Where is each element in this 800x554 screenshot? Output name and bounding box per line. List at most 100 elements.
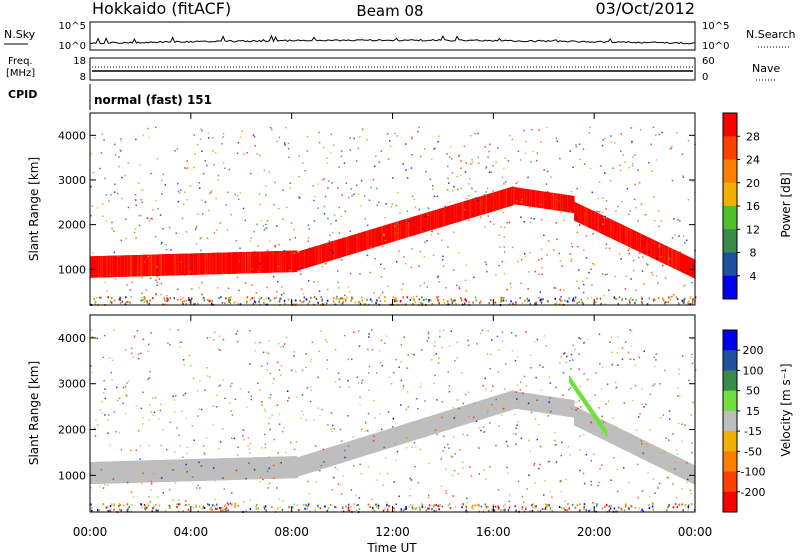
scatter-speckle xyxy=(597,219,599,221)
scatter-speckle xyxy=(147,378,149,380)
scatter-speckle xyxy=(312,185,314,187)
scatter-speckle xyxy=(141,277,143,279)
scatter-speckle xyxy=(252,268,254,270)
scatter-speckle xyxy=(315,297,318,300)
scatter-speckle xyxy=(111,221,113,224)
scatter-speckle xyxy=(177,200,180,203)
scatter-speckle xyxy=(565,361,567,364)
scatter-speckle xyxy=(501,414,503,416)
scatter-speckle xyxy=(90,329,93,331)
scatter-speckle xyxy=(492,385,494,387)
scatter-speckle xyxy=(208,376,211,378)
scatter-speckle xyxy=(167,298,169,301)
scatter-speckle xyxy=(497,371,500,373)
scatter-speckle xyxy=(617,302,620,305)
scatter-speckle xyxy=(534,418,537,420)
scatter-speckle xyxy=(180,261,182,264)
scatter-speckle xyxy=(381,246,384,248)
scatter-speckle xyxy=(384,296,386,299)
scatter-speckle xyxy=(255,292,258,294)
scatter-speckle xyxy=(488,150,490,153)
scatter-speckle xyxy=(147,503,150,505)
scatter-speckle xyxy=(350,299,352,302)
scatter-speckle xyxy=(651,271,653,274)
scatter-speckle xyxy=(333,300,335,303)
scatter-speckle xyxy=(539,291,542,293)
scatter-speckle xyxy=(298,155,300,157)
scatter-speckle xyxy=(288,397,290,399)
scatter-speckle xyxy=(306,298,308,301)
scatter-speckle xyxy=(668,257,671,260)
scatter-speckle xyxy=(432,254,435,257)
scatter-speckle xyxy=(274,181,276,184)
scatter-speckle xyxy=(242,429,245,431)
scatter-speckle xyxy=(655,353,658,355)
colorbar-tick-label: 8 xyxy=(750,247,757,260)
scatter-speckle xyxy=(527,288,529,290)
scatter-speckle xyxy=(664,369,666,372)
scatter-speckle xyxy=(186,199,189,201)
scatter-speckle xyxy=(136,330,139,332)
scatter-speckle xyxy=(437,362,440,364)
scatter-speckle xyxy=(555,287,557,289)
scatter-speckle xyxy=(469,466,471,468)
scatter-speckle xyxy=(441,346,443,349)
scatter-speckle xyxy=(137,466,139,468)
scatter-speckle xyxy=(139,458,141,460)
scatter-speckle xyxy=(318,290,321,292)
scatter-speckle xyxy=(482,385,484,387)
scatter-speckle xyxy=(120,239,122,242)
scatter-speckle xyxy=(561,265,563,267)
scatter-speckle xyxy=(503,236,506,238)
scatter-speckle xyxy=(273,477,275,480)
scatter-speckle xyxy=(658,246,660,248)
scatter-speckle xyxy=(669,466,672,468)
scatter-speckle xyxy=(268,340,270,342)
scatter-speckle xyxy=(360,205,362,207)
scatter-speckle xyxy=(135,204,137,207)
scatter-speckle xyxy=(141,201,143,204)
scatter-speckle xyxy=(332,424,334,427)
scatter-speckle xyxy=(466,197,468,200)
scatter-speckle xyxy=(406,177,409,179)
scatter-speckle xyxy=(220,271,222,274)
scatter-speckle xyxy=(670,147,673,149)
scatter-speckle xyxy=(293,228,295,231)
scatter-speckle xyxy=(208,298,211,301)
scatter-speckle xyxy=(674,234,676,236)
scatter-speckle xyxy=(383,267,386,270)
scatter-speckle xyxy=(592,262,594,265)
scatter-speckle xyxy=(687,139,690,142)
scatter-speckle xyxy=(543,169,545,171)
scatter-speckle xyxy=(593,264,596,266)
scatter-speckle xyxy=(246,152,248,154)
scatter-speckle xyxy=(675,296,678,299)
scatter-speckle xyxy=(357,147,360,150)
scatter-speckle xyxy=(278,136,280,139)
scatter-speckle xyxy=(200,128,202,130)
scatter-speckle xyxy=(615,210,617,212)
scatter-speckle xyxy=(104,397,106,400)
scatter-speckle xyxy=(640,440,643,442)
scatter-speckle xyxy=(332,144,335,146)
scatter-speckle xyxy=(214,480,217,482)
scatter-speckle xyxy=(582,302,584,305)
scatter-speckle xyxy=(169,344,171,346)
scatter-speckle xyxy=(510,300,512,303)
scatter-speckle xyxy=(617,364,619,366)
scatter-speckle xyxy=(306,386,309,389)
scatter-speckle xyxy=(586,378,589,381)
scatter-speckle xyxy=(590,480,592,483)
scatter-speckle xyxy=(642,452,645,455)
scatter-speckle xyxy=(227,287,230,290)
scatter-speckle xyxy=(497,147,499,149)
colorbar-swatch xyxy=(723,206,737,230)
scatter-speckle xyxy=(520,408,522,410)
scatter-speckle xyxy=(641,270,644,272)
scatter-speckle xyxy=(196,226,198,228)
scatter-speckle xyxy=(338,378,341,380)
scatter-speckle xyxy=(337,372,340,374)
scatter-speckle xyxy=(180,341,182,343)
scatter-speckle xyxy=(353,465,355,467)
scatter-speckle xyxy=(504,503,506,506)
